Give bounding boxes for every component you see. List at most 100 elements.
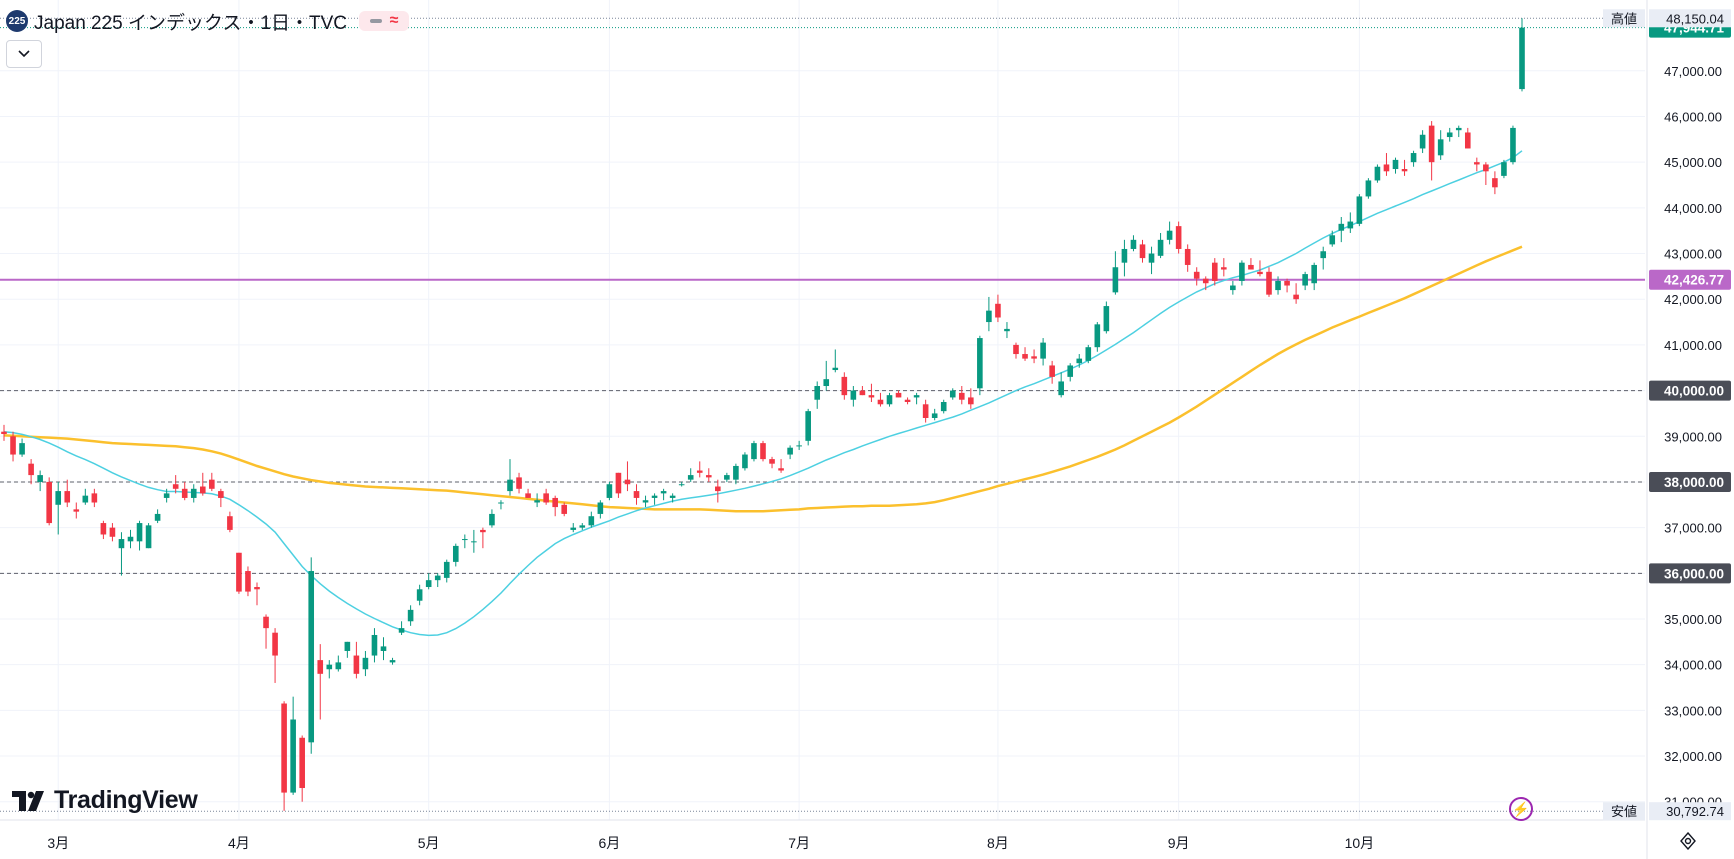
candle-body (1356, 196, 1363, 224)
candle-down (841, 372, 848, 400)
candle-up (1148, 246, 1155, 275)
candle-body (516, 477, 522, 489)
candle-body (1392, 159, 1399, 170)
symbol-logo[interactable]: 225 (6, 10, 28, 32)
candle-body (868, 395, 875, 398)
candle-body (1202, 278, 1209, 284)
candle-down (769, 456, 775, 469)
candle-body (823, 379, 830, 387)
candle-up (733, 463, 739, 485)
candle-down (859, 386, 866, 396)
candle-up (452, 543, 459, 567)
time-axis[interactable]: 3月 4月 5月 6月 7月 8月 9月 10月 (47, 835, 1374, 851)
candle-body (55, 491, 62, 505)
candle-body (1257, 271, 1263, 275)
candle-up (1076, 354, 1083, 368)
flash-button[interactable]: ⚡ (1509, 797, 1533, 821)
candle-up (136, 520, 143, 551)
price-axis[interactable]: 31,000.0032,000.0033,000.0034,000.0035,0… (1648, 0, 1734, 859)
candle-up (805, 408, 811, 446)
candle-down (705, 468, 712, 482)
month-tick-label: 5月 (418, 835, 440, 851)
candle-down (525, 488, 531, 498)
collapse-legend-button[interactable] (6, 40, 42, 68)
candle-body (561, 504, 568, 514)
price-tick-label: 42,000.00 (1664, 292, 1722, 307)
candle-body (1022, 354, 1028, 359)
candle-body (543, 493, 549, 503)
candle-body (73, 509, 80, 512)
candle-down (299, 735, 305, 802)
candle-down (1474, 157, 1480, 172)
badge-level-38000-bg (1649, 471, 1731, 492)
candle-up (940, 399, 947, 414)
candle-body (1004, 328, 1010, 332)
high-marker-value: 48,150.04 (1666, 11, 1724, 26)
candle-down (958, 386, 965, 405)
candle-body (1031, 356, 1037, 359)
candle-body (904, 399, 911, 403)
candle-down (1184, 244, 1191, 272)
candle-up (326, 660, 333, 679)
price-tick-label: 34,000.00 (1664, 658, 1722, 673)
candle-up (823, 360, 830, 391)
price-tick-label: 41,000.00 (1664, 338, 1722, 353)
month-tick-label: 6月 (598, 835, 620, 851)
candle-down (1193, 267, 1200, 286)
candle-down (1464, 127, 1471, 149)
price-axis-background (1648, 0, 1734, 859)
candle-up (371, 628, 378, 663)
candle-down (1175, 221, 1182, 254)
candle-down (1, 424, 7, 441)
price-badges: 42,426.7740,000.0038,000.0036,000.0047,9… (1603, 9, 1731, 821)
candle-up (1112, 251, 1119, 295)
candle-down (1139, 239, 1146, 263)
price-tick-label: 33,000.00 (1664, 703, 1722, 718)
candle-body (715, 486, 721, 492)
price-tick-label: 32,000.00 (1664, 749, 1722, 764)
month-tick-label: 8月 (987, 835, 1009, 851)
candle-up (1157, 232, 1164, 259)
ma-fast-line (3, 150, 1523, 637)
candle-up (1356, 194, 1363, 227)
status-pill[interactable]: ≈ (359, 11, 410, 31)
price-tick-label: 45,000.00 (1664, 155, 1722, 170)
badge-level-36000-bg (1649, 563, 1731, 584)
candle-up (1130, 235, 1137, 252)
lightning-icon: ⚡ (1512, 800, 1530, 817)
candle-body (1510, 127, 1516, 163)
candle-up (1338, 216, 1345, 243)
candle-down (1022, 347, 1028, 361)
tradingview-logo[interactable]: TradingView (12, 786, 198, 815)
candle-body (254, 587, 260, 590)
candle-body (940, 402, 947, 412)
badge-level-purple-bg (1649, 269, 1731, 290)
candle-body (778, 468, 784, 471)
candle-body (236, 552, 242, 592)
symbol-title[interactable]: Japan 225 インデックス・1日・TVC (34, 12, 348, 34)
candle-body (335, 662, 342, 670)
candle-down (1492, 171, 1498, 195)
candle-body (1085, 347, 1092, 361)
candle-body (1401, 169, 1408, 172)
candle-body (859, 390, 866, 396)
chart-settings-button[interactable] (1678, 831, 1698, 851)
candle-body (471, 541, 477, 543)
candle-body (1338, 223, 1345, 231)
candle-up (407, 605, 414, 626)
candle-up (642, 495, 649, 508)
candle-body (886, 395, 893, 405)
candle-down (1211, 258, 1218, 286)
candle-down (46, 477, 52, 526)
candle-down (1266, 267, 1272, 297)
candle-down (904, 397, 911, 405)
candle-body (687, 475, 694, 480)
candle-up (1347, 212, 1354, 233)
price-tick-label: 37,000.00 (1664, 521, 1722, 536)
candle-down (1202, 276, 1209, 291)
candle-body (1329, 235, 1336, 245)
badge-level-36000: 36,000.00 (1649, 563, 1731, 584)
candle-up (1094, 322, 1101, 352)
month-tick-label: 7月 (788, 835, 810, 851)
